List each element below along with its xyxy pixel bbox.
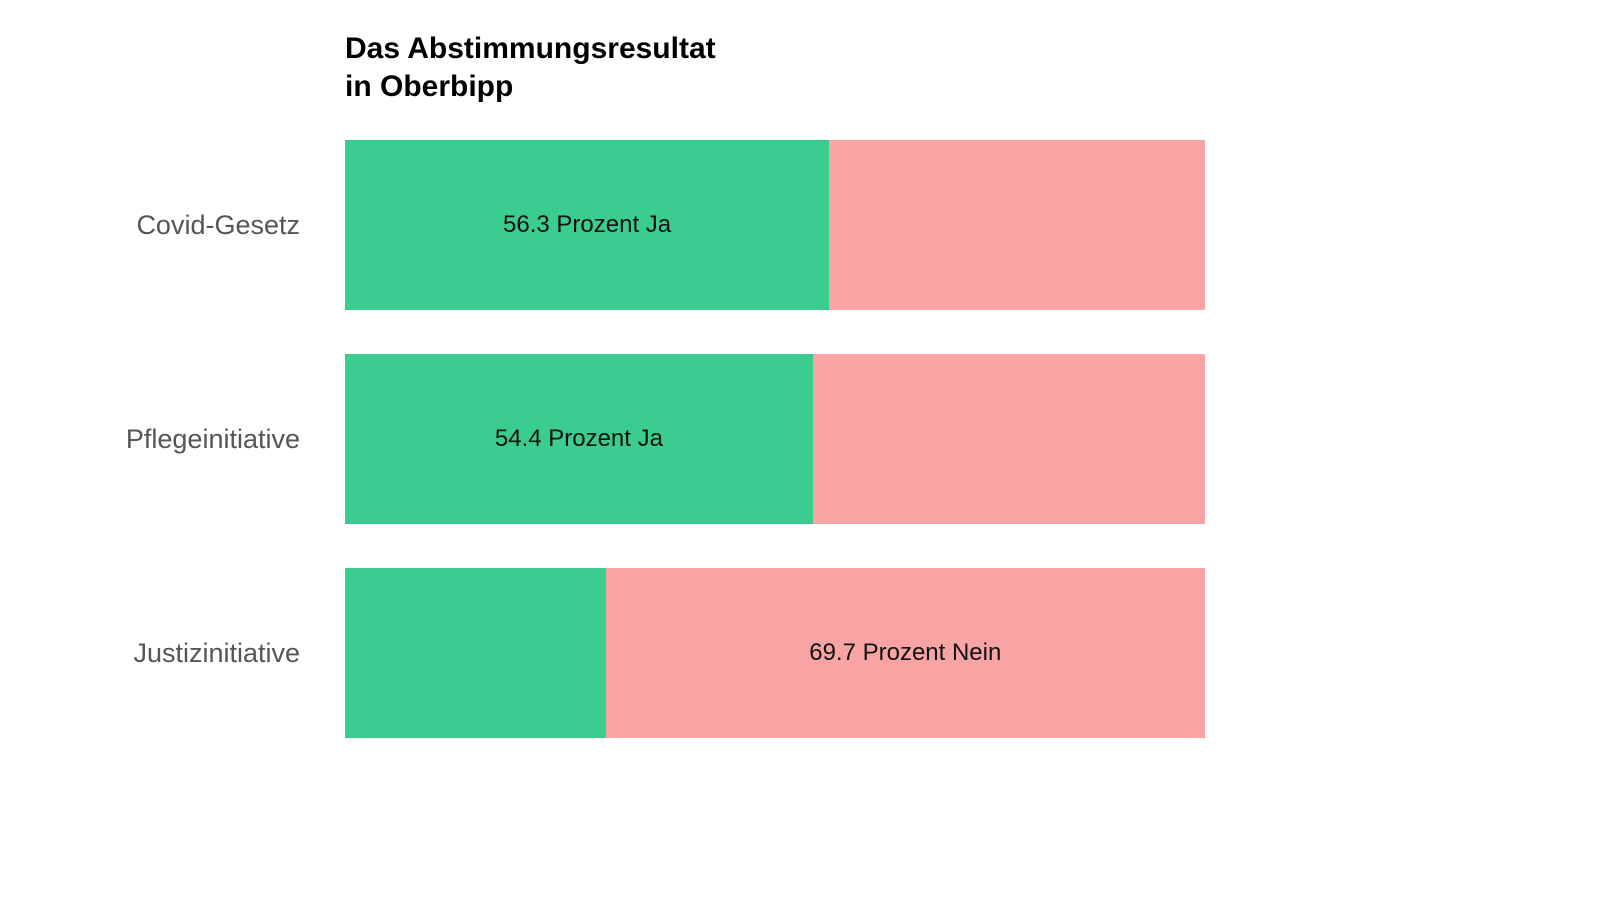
vote-label-covid: Covid-Gesetz	[0, 210, 345, 241]
vote-bar-covid: 56.3 Prozent Ja	[345, 140, 1205, 310]
vote-value-justiz: 69.7 Prozent Nein	[809, 639, 1001, 667]
vote-bar-justiz: 69.7 Prozent Nein	[345, 568, 1205, 738]
vote-value-covid: 56.3 Prozent Ja	[503, 211, 671, 239]
chart-title: Das Abstimmungsresultat in Oberbipp	[345, 30, 716, 105]
vote-value-pflege: 54.4 Prozent Ja	[495, 425, 663, 453]
vote-row-justiz: Justizinitiative 69.7 Prozent Nein	[0, 568, 1600, 738]
vote-label-pflege: Pflegeinitiative	[0, 424, 345, 455]
vote-label-justiz: Justizinitiative	[0, 638, 345, 669]
vote-bar-no-covid	[829, 140, 1205, 310]
vote-row-pflege: Pflegeinitiative 54.4 Prozent Ja	[0, 354, 1600, 524]
vote-bar-pflege: 54.4 Prozent Ja	[345, 354, 1205, 524]
vote-row-covid: Covid-Gesetz 56.3 Prozent Ja	[0, 140, 1600, 310]
vote-bar-yes-justiz	[345, 568, 606, 738]
chart-area: Covid-Gesetz 56.3 Prozent Ja Pflegeinitiat…	[0, 140, 1600, 782]
vote-bar-no-pflege	[813, 354, 1205, 524]
vote-result-chart: Das Abstimmungsresultat in Oberbipp Covi…	[0, 0, 1600, 900]
